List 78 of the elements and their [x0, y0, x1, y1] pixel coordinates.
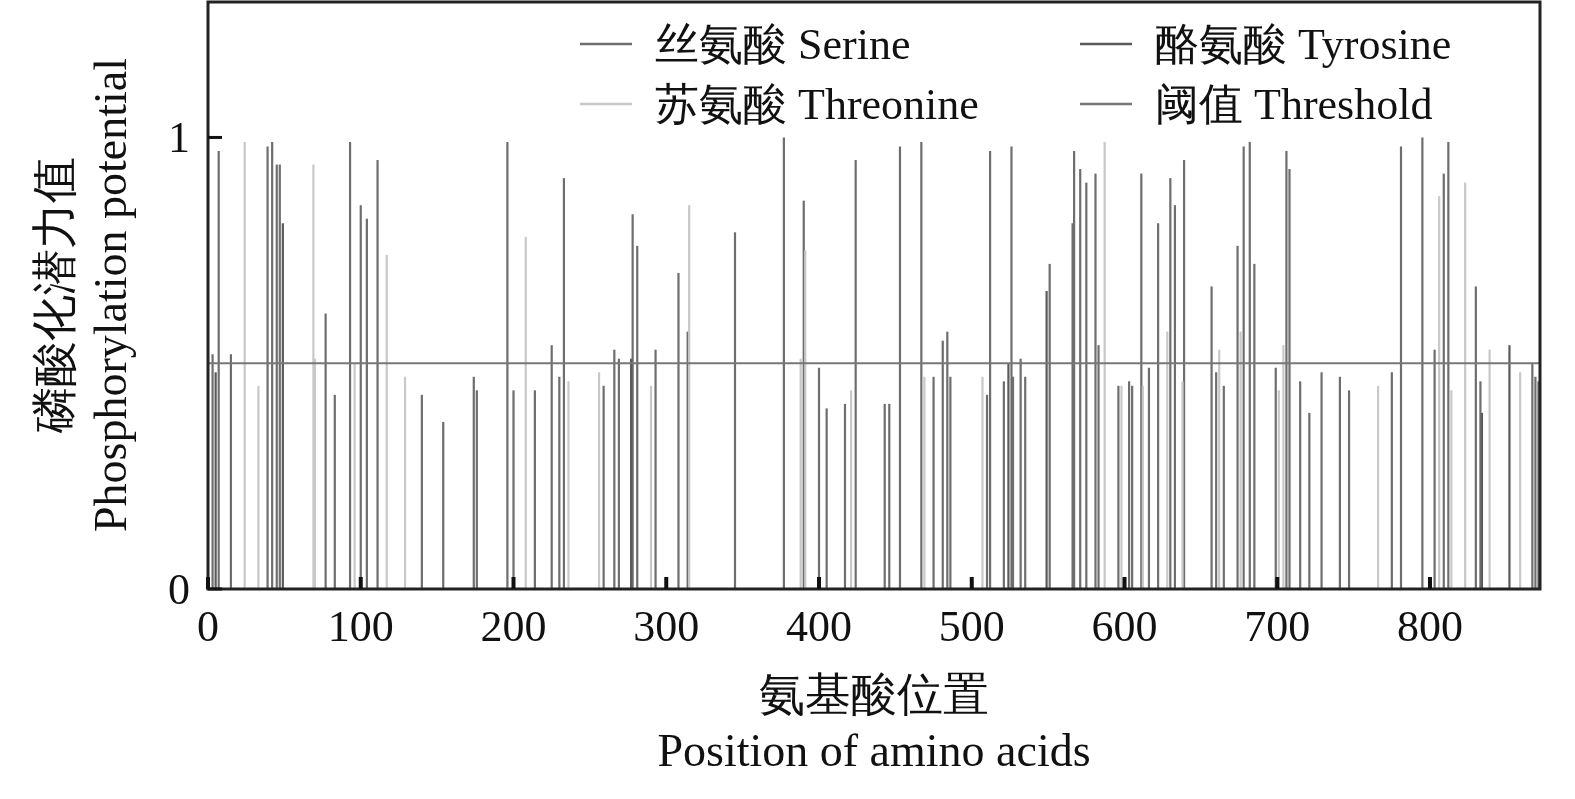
x-tick-label: 700 — [1244, 602, 1311, 651]
bar — [403, 376, 407, 589]
bar — [1007, 363, 1010, 589]
bar — [214, 372, 217, 589]
bar — [1338, 376, 1341, 589]
bar — [1390, 372, 1393, 589]
bar — [825, 408, 828, 589]
bar — [1479, 381, 1482, 589]
x-tick-label: 100 — [327, 602, 394, 651]
bar — [1308, 412, 1311, 589]
legend-label: 丝氨酸 Serine — [655, 20, 911, 69]
bar — [688, 205, 691, 589]
bar — [442, 421, 445, 589]
x-tick-label: 600 — [1091, 602, 1158, 651]
bar — [1239, 331, 1242, 589]
bar — [1181, 381, 1184, 589]
bar — [281, 223, 284, 589]
bar — [888, 403, 891, 589]
bar — [799, 358, 802, 589]
bar — [1537, 381, 1540, 589]
x-tick-label: 500 — [938, 602, 1005, 651]
bar — [1438, 196, 1441, 589]
legend-label: 阈值 Threshold — [1155, 80, 1433, 129]
bar — [1147, 367, 1151, 589]
bar — [1347, 390, 1351, 589]
bar — [353, 363, 356, 589]
bar — [1131, 385, 1134, 589]
bar — [472, 376, 475, 589]
bar — [1488, 349, 1491, 589]
x-tick-label: 300 — [633, 602, 700, 651]
bar — [1320, 372, 1323, 589]
bar — [533, 390, 536, 589]
bar — [1508, 345, 1511, 589]
bar — [923, 376, 926, 589]
bar — [312, 164, 315, 589]
legend-label: 酪氨酸 Tyrosine — [1155, 20, 1452, 69]
bar — [1002, 381, 1005, 589]
bar — [597, 372, 601, 589]
bar — [333, 394, 336, 589]
bar — [567, 381, 570, 589]
bar — [558, 376, 561, 589]
bar — [1141, 385, 1144, 589]
y-axis-title: 磷酸化潜力值 Phosphorylation potential — [29, 57, 136, 533]
y-tick-label: 1 — [168, 113, 190, 163]
bar — [932, 376, 935, 589]
bar — [981, 376, 984, 589]
bar — [843, 403, 847, 589]
bar — [602, 385, 605, 589]
bar — [1128, 381, 1131, 589]
bar — [1215, 372, 1218, 589]
x-tick-label: 800 — [1397, 602, 1464, 651]
bar — [1103, 141, 1106, 589]
bar — [883, 403, 886, 589]
bar — [1464, 182, 1467, 589]
bar — [257, 385, 260, 589]
bar — [1376, 385, 1380, 589]
bar — [1282, 345, 1285, 589]
legend-label: 苏氨酸 Threonine — [655, 80, 979, 129]
bar — [1024, 376, 1027, 589]
bar — [849, 390, 853, 589]
bar — [1450, 390, 1453, 589]
bar — [1218, 349, 1221, 589]
bar — [804, 250, 807, 589]
bar — [1519, 372, 1522, 589]
x-tick-label: 400 — [786, 602, 853, 651]
bar — [1045, 290, 1048, 589]
bar — [1166, 331, 1169, 589]
x-axis-title: 氨基酸位置 Position of amino acids — [657, 669, 1091, 776]
bar — [524, 236, 527, 589]
bar — [420, 394, 423, 589]
bar — [385, 254, 388, 589]
bar — [630, 358, 633, 589]
bar — [243, 141, 246, 589]
bar — [649, 385, 653, 589]
bar — [1480, 412, 1484, 589]
bar — [1299, 381, 1302, 589]
bar — [1222, 385, 1225, 589]
x-tick-label: 200 — [480, 602, 547, 651]
